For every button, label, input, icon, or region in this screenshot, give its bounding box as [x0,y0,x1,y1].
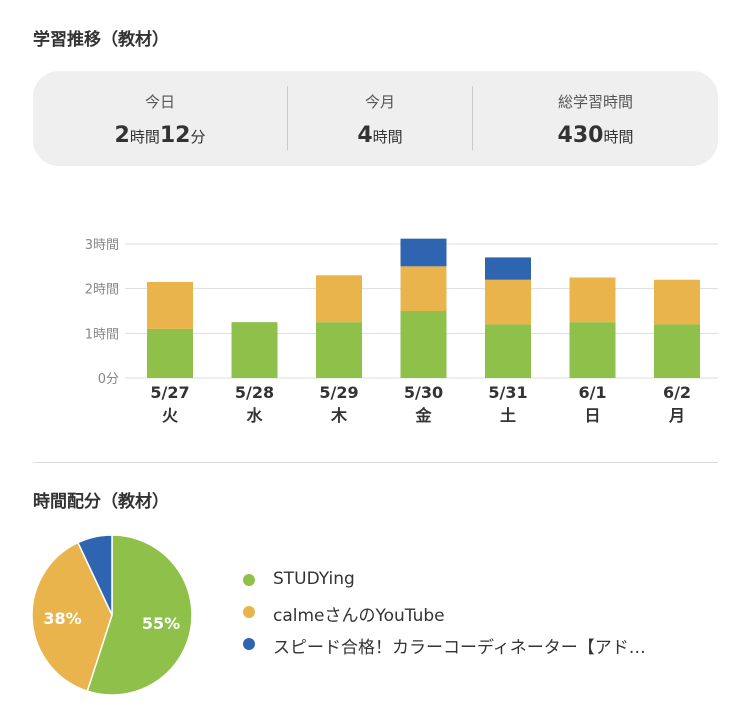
stat-total-value: 430時間 [473,123,718,148]
bar-segment [485,257,531,280]
x-tick-day: 水 [246,406,263,425]
y-tick-label: 3時間 [85,238,119,253]
today-hours-unit: 時間 [129,128,160,146]
pie-slice-label: 38% [43,609,81,628]
stat-today-label: 今日 [144,93,175,111]
stat-total-label: 総学習時間 [557,93,633,111]
x-tick-date: 5/29 [319,383,358,402]
bar-segment [654,279,700,325]
chart-section-title: 学習推移（教材） [33,30,169,50]
bar-segment [316,322,362,378]
legend-label: スピード合格！カラーコーディネーター【アド… [273,638,646,658]
stat-today-value: 2時間12分 [33,123,287,148]
stat-today: 今日 2時間12分 [33,71,287,166]
pie-slice [76,534,113,616]
stat-total: 総学習時間 430時間 [473,71,718,166]
bar-segment [654,324,700,378]
y-tick-label: 2時間 [85,283,119,298]
x-tick-day: 金 [414,406,432,425]
pie-section-title: 時間配分（教材） [33,492,169,512]
section-divider [33,462,718,463]
today-hours: 2 [114,123,130,148]
today-minutes-unit: 分 [190,128,206,146]
stacked-bar-chart: 0分 1時間 2時間 3時間 5/27 火 5/28 水 5/29 木 5/30 金 5/31 土 6/1 日… [85,238,718,425]
x-tick-day: 土 [500,406,516,425]
legend-label: STUDYing [273,569,355,589]
x-tick-day: 火 [162,406,179,425]
x-tick-date: 6/2 [663,383,691,402]
bar-segment [485,279,531,325]
legend-marker [243,574,255,586]
total-hours-unit: 時間 [603,128,634,146]
month-hours-unit: 時間 [372,128,403,146]
x-tick-date: 5/30 [404,383,443,402]
bar-segment [400,266,447,311]
pie-chart: 55% 38% [31,534,193,696]
x-tick-day: 月 [668,406,685,425]
bar-segment [231,322,278,378]
legend-marker [243,606,255,618]
x-tick-date: 5/27 [150,383,189,402]
legend-marker [243,638,255,650]
divider [287,86,288,150]
bar-segment [400,238,447,267]
y-tick-label: 1時間 [85,327,119,342]
x-tick-day: 木 [330,406,348,425]
y-tick-label: 0分 [98,372,119,387]
legend-label: calmeさんのYouTube [273,606,445,626]
x-tick-date: 6/1 [578,383,606,402]
x-tick-day: 日 [584,406,600,425]
bar-segment [147,328,193,378]
bar-segment [569,277,616,323]
today-minutes: 12 [159,123,191,148]
bar-segment [569,322,616,378]
summary-panel: 今日 2時間12分 今月 4時間 総学習時間 430時間 [33,71,718,166]
x-tick-date: 5/31 [488,383,527,402]
bar-segment [400,311,447,378]
divider [472,86,473,150]
x-tick-date: 5/28 [235,383,274,402]
bar-segment [147,281,193,329]
month-hours: 4 [357,123,373,148]
stat-month-label: 今月 [364,93,395,111]
stat-month: 今月 4時間 [288,71,472,166]
total-hours: 430 [557,123,604,148]
pie-slice [31,541,113,693]
pie-slice-label: 55% [142,614,180,633]
stat-month-value: 4時間 [288,123,472,148]
bar-segment [316,275,362,323]
bar-segment [485,324,531,378]
pie-slice [86,534,193,696]
